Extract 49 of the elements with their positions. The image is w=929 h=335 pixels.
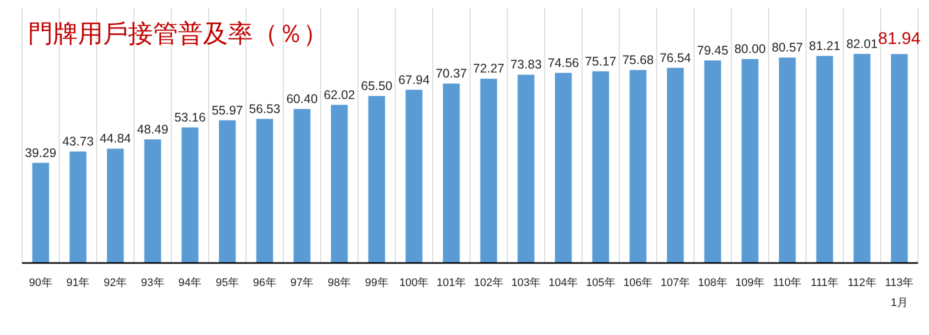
x-tick-label: 112年 [848,277,876,289]
data-label: 44.84 [100,132,132,146]
data-label: 75.68 [622,53,654,68]
data-label: 76.54 [660,50,692,65]
data-label: 53.16 [174,110,206,124]
x-tick-label: 107年 [660,277,690,289]
data-label: 82.01 [846,36,878,51]
x-tick-label: 94年 [178,277,202,289]
data-label: 81.94 [878,29,921,48]
data-label: 43.73 [62,134,94,148]
x-tick-label: 105年 [586,277,616,289]
data-label: 56.53 [249,102,280,116]
x-tick-label: 95年 [216,277,239,289]
x-tick-label: 104年 [548,277,578,289]
x-tick-label: 90年 [29,277,52,289]
x-tick-label: 109年 [735,277,765,289]
text: 門牌用戶接管普及率（％） [28,20,328,48]
data-label: 67.94 [398,72,430,87]
x-tick-label: 103年 [511,277,541,289]
x-tick-label: 110年 [773,277,802,289]
x-tick-label: 93年 [141,277,164,289]
data-label: 73.83 [510,58,542,72]
x-tick-label: 99年 [365,277,388,289]
data-label: 60.40 [286,92,318,106]
data-label: 74.56 [548,56,580,70]
data-label: 80.57 [772,40,804,55]
x-tick-label: 92年 [104,277,127,289]
data-label: 81.21 [809,38,840,53]
data-label: 48.49 [137,122,168,136]
x-tick-label: 91年 [66,277,90,289]
data-label: 55.97 [212,103,244,118]
data-label: 79.45 [697,43,728,58]
data-label: 75.17 [585,54,616,68]
x-tick-label: 100年 [399,277,429,289]
x-tick-label: 113年 1月 [885,277,914,309]
x-tick-label: 106年 [623,277,653,289]
data-label: 39.29 [25,146,56,160]
x-tick-label: 101年 [436,277,466,289]
x-tick-label: 98年 [328,277,351,289]
data-label: 70.37 [436,66,468,81]
x-tick-label: 97年 [290,277,314,289]
data-label: 65.50 [361,78,392,93]
data-label: 72.27 [473,62,504,76]
x-tick-label: 96年 [253,277,276,289]
data-label: 80.00 [734,42,766,56]
data-label: 62.02 [324,88,356,102]
x-tick-label: 102年 [474,277,504,289]
x-tick-label: 111年 [810,277,839,289]
x-tick-label: 108年 [698,277,728,289]
